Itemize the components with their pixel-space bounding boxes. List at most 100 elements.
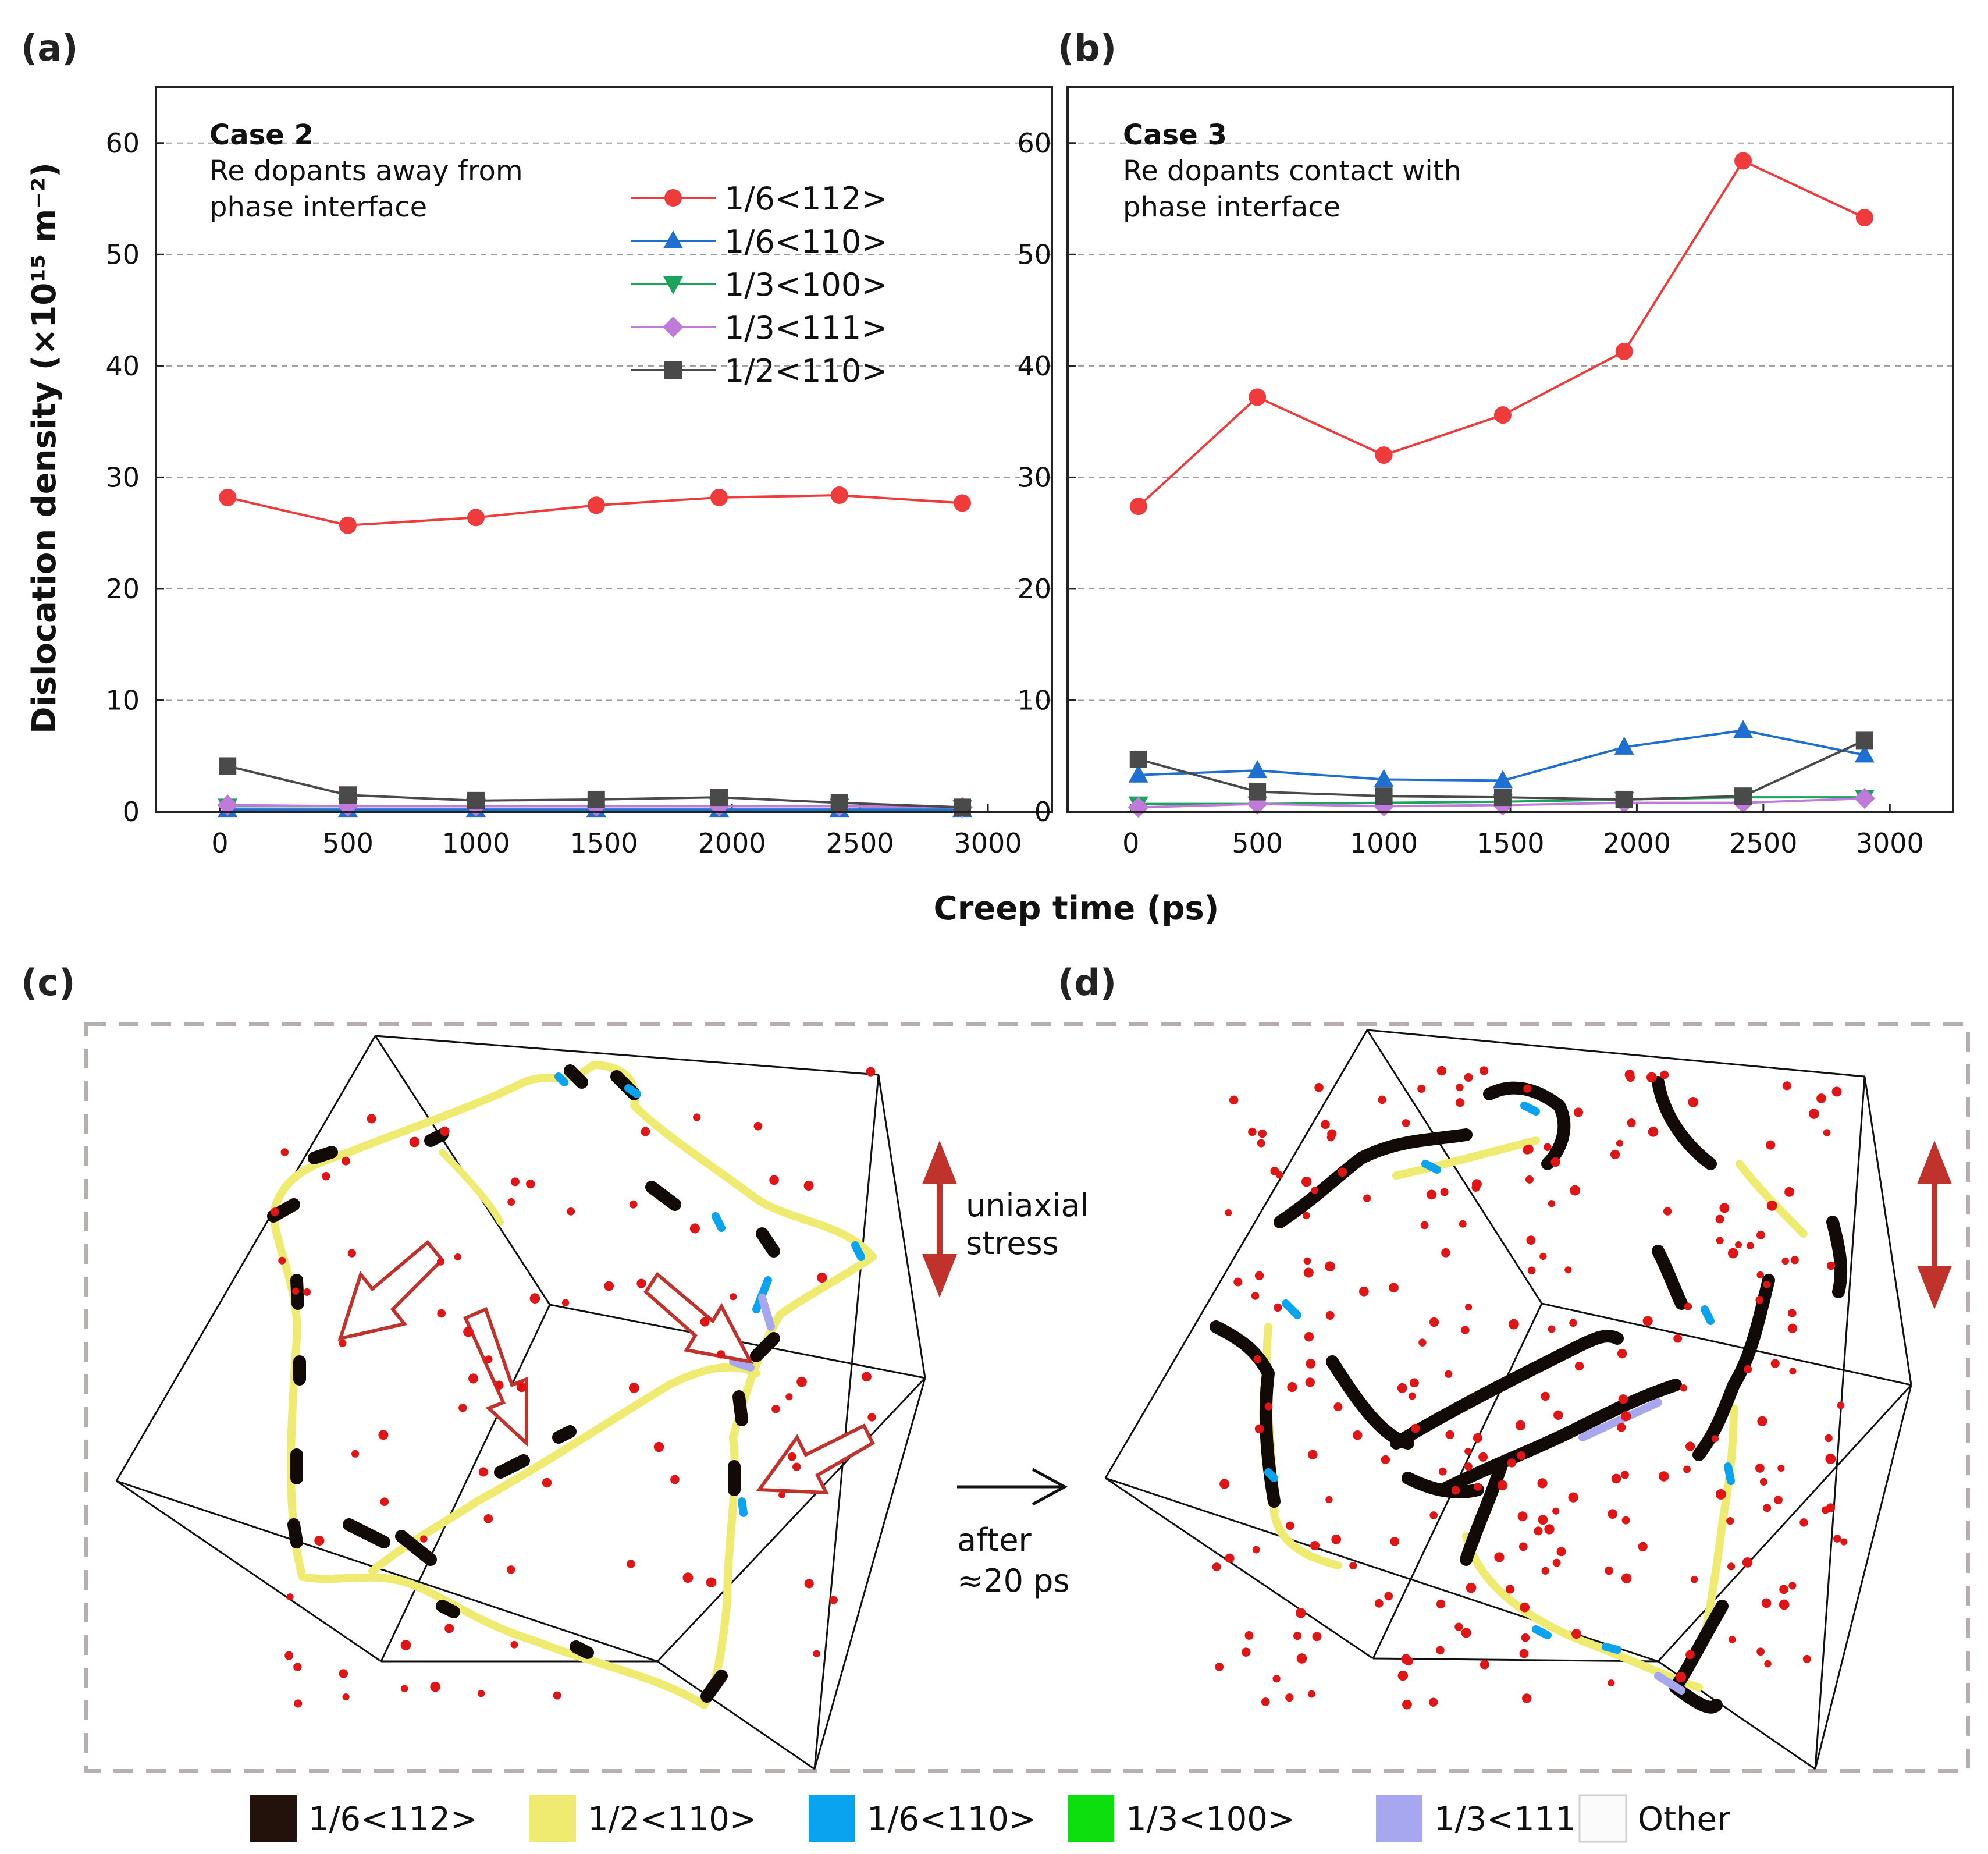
atom-dot [1608, 1509, 1618, 1519]
legend-item: 1/6<110> [809, 1795, 1036, 1842]
atom-dot [1494, 1552, 1505, 1562]
y-tick-label: 50 [1017, 239, 1051, 270]
legend-label: 1/6<112> [308, 1800, 478, 1838]
atom-dot [682, 1572, 694, 1583]
atom-dot [1429, 1697, 1438, 1707]
legend-label: 1/6<110> [867, 1800, 1036, 1838]
atom-dot [670, 1475, 680, 1484]
atom-dot [567, 1207, 575, 1216]
atom-dot [484, 1355, 493, 1363]
panel-c-3d-view [115, 1035, 926, 1770]
atom-dot [817, 1272, 827, 1283]
panel-d-3d-view [1104, 1029, 1912, 1770]
atom-dot [1258, 1129, 1267, 1138]
atom-dot [1552, 1558, 1561, 1567]
x-tick-label: 3000 [1856, 827, 1924, 859]
atom-dot [1215, 1663, 1224, 1671]
atom-dot [785, 1393, 793, 1401]
atom-dot [1307, 1690, 1315, 1698]
atom-dot [1715, 1489, 1726, 1500]
atom-dot [689, 1223, 700, 1234]
atom-dot [1685, 1650, 1695, 1660]
atom-dot [1397, 1383, 1407, 1393]
atom-dot [1605, 1566, 1613, 1575]
series-1/6<110> [1128, 720, 1875, 789]
atom-dot [1219, 1479, 1230, 1489]
atom-dot [1241, 1647, 1251, 1657]
uniaxial-stress-arrow [922, 1141, 957, 1298]
atom-dot [641, 1127, 650, 1136]
atom-dot [771, 1404, 780, 1413]
atom-dot [604, 1281, 614, 1291]
data-point [339, 516, 357, 534]
atom-dot [1523, 1084, 1532, 1093]
legend-swatch [529, 1795, 576, 1842]
atom-dot [291, 1287, 300, 1295]
panel-c-red-dots [270, 1067, 876, 1708]
atom-dot [1617, 1423, 1626, 1432]
chart-a-subtitle-2: phase interface [209, 191, 427, 223]
y-tick-label: 0 [123, 796, 140, 827]
atom-dot [1716, 1237, 1724, 1245]
chart-b-subtitle-2: phase interface [1123, 191, 1340, 223]
atom-dot [1744, 1365, 1752, 1374]
atom-dot [1691, 1575, 1698, 1583]
atom-dot [1611, 1473, 1621, 1484]
atom-dot [314, 1535, 325, 1546]
atom-dot [507, 1565, 515, 1574]
atom-dot [1719, 1203, 1730, 1213]
atom-dot [1627, 1118, 1636, 1128]
atom-dot [322, 1172, 330, 1181]
atom-dot [1312, 1632, 1322, 1642]
atom-dot [561, 1299, 570, 1306]
atom-dot [1610, 1149, 1620, 1160]
atom-dot [1353, 1430, 1363, 1440]
x-tick-label: 500 [1232, 827, 1283, 859]
atom-dot [1556, 1547, 1566, 1557]
chart-b-gridlines [1068, 142, 1953, 701]
data-point [954, 494, 971, 512]
atom-dot [1747, 1242, 1754, 1250]
panel-label-b: (b) [1058, 27, 1116, 69]
y-tick-label: 30 [1017, 461, 1051, 493]
atom-dot [516, 1382, 527, 1393]
chart-a-gridlines [156, 142, 1052, 701]
panel-d-red-dots [1212, 1065, 1848, 1710]
atom-dot [1229, 1095, 1239, 1105]
data-point [1615, 342, 1633, 360]
atom-dot [1809, 1109, 1819, 1119]
atom-dot [430, 1682, 440, 1692]
atom-dot [1349, 1561, 1357, 1570]
data-point [587, 790, 605, 808]
legend-entry: 1/3<100> [631, 267, 887, 303]
atom-dot [270, 1207, 279, 1216]
data-point [1492, 770, 1513, 789]
data-point [1374, 769, 1394, 787]
x-tick-label: 0 [211, 827, 228, 859]
chart-a-subtitle-1: Re dopants away from [209, 155, 523, 187]
atom-dot [1548, 1325, 1556, 1333]
atom-dot [526, 1179, 535, 1189]
atom-dot [1325, 1496, 1333, 1504]
atom-dot [380, 1497, 389, 1506]
chart-b-y-ticks: 0 10 20 30 40 50 60 [1017, 127, 1076, 827]
atom-dot [1642, 1316, 1653, 1326]
legend-label: 1/6<112> [724, 180, 887, 217]
atom-dot [1295, 1607, 1306, 1618]
data-point [219, 757, 237, 775]
data-point [1247, 760, 1268, 779]
atom-dot [1515, 1420, 1526, 1431]
legend-entry: 1/2<110> [631, 353, 887, 389]
y-tick-label: 20 [105, 573, 140, 605]
transition-label-1: after [957, 1522, 1032, 1558]
data-point [1249, 783, 1267, 801]
atom-dot [1537, 1478, 1548, 1489]
atom-dot [1779, 1585, 1788, 1594]
panel-d-box-edges [1104, 1029, 1912, 1770]
chart-a-title: Case 2 [209, 119, 314, 151]
atom-dot [1464, 1447, 1472, 1455]
chart-b-frame [1066, 86, 1954, 813]
atom-dot [1742, 1557, 1753, 1568]
legend-entry: 1/3<111> [631, 310, 887, 346]
legend-item: 1/3<100> [1068, 1795, 1295, 1842]
